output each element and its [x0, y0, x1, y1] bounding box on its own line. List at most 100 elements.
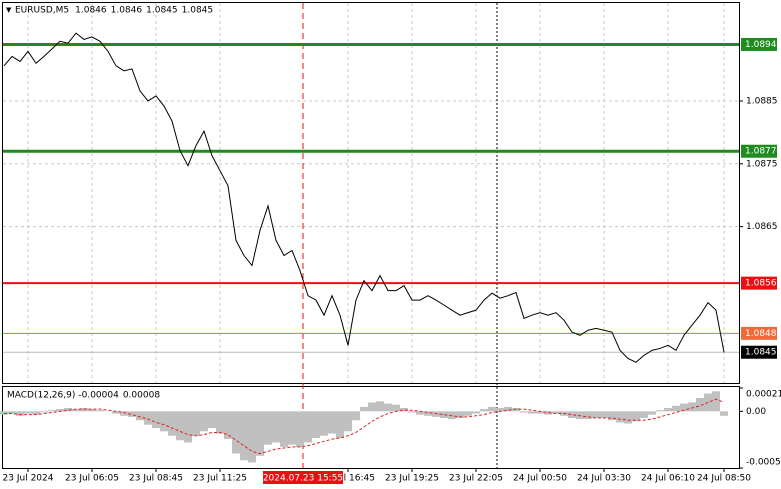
histogram-bar	[88, 409, 96, 412]
histogram-bar	[384, 403, 392, 412]
x-tick-label: 23 Jul 2024	[3, 474, 54, 484]
histogram-bar	[720, 411, 728, 416]
histogram-bar	[64, 408, 72, 412]
histogram-bar	[416, 411, 424, 415]
histogram-bar	[296, 411, 304, 447]
histogram-bar	[136, 411, 144, 421]
histogram-bar	[280, 411, 288, 447]
histogram-bar	[272, 411, 280, 443]
histogram-bar	[520, 411, 528, 413]
level-label: 1.0856	[745, 279, 777, 289]
histogram-bar	[464, 411, 472, 416]
histogram-bar	[472, 411, 480, 414]
histogram-bar	[376, 401, 384, 412]
histogram-bar	[72, 409, 80, 412]
histogram-bar	[712, 391, 720, 412]
histogram-bar	[80, 408, 88, 412]
histogram-bar	[112, 411, 120, 414]
histogram-bar	[128, 411, 136, 417]
level-label: 1.0894	[745, 40, 777, 50]
histogram-bar	[680, 403, 688, 412]
macd-value: 0.00008	[123, 391, 160, 401]
header-arrow: ▼	[6, 6, 12, 14]
histogram-bar	[184, 411, 192, 443]
histogram-bar	[408, 411, 416, 413]
histogram-bar	[208, 411, 216, 428]
histogram-bar	[688, 402, 696, 412]
histogram-bar	[504, 406, 512, 412]
x-tick-label: 23 Jul 19:25	[385, 474, 439, 484]
cursor-label: 2024.07.23 15:55	[263, 474, 343, 484]
histogram-bar	[16, 411, 24, 416]
histogram-bar	[256, 411, 264, 456]
histogram-bar	[216, 411, 224, 434]
x-tick-label: 23 Jul 06:05	[65, 474, 119, 484]
macd-value: -0.00004	[78, 391, 119, 401]
histogram-bar	[424, 411, 432, 416]
histogram-bar	[328, 411, 336, 434]
histogram-bar	[240, 411, 248, 461]
x-tick-label: 24 Jul 08:50	[697, 474, 751, 484]
histogram-bar	[144, 411, 152, 425]
histogram-bar	[192, 411, 200, 436]
histogram-bar	[200, 411, 208, 432]
level-label: 1.0848	[745, 329, 777, 339]
x-tick-label: 23 Jul 11:25	[193, 474, 247, 484]
histogram-bar	[304, 411, 312, 443]
histogram-bar	[488, 406, 496, 412]
last-price-box	[741, 345, 777, 359]
histogram-bar	[632, 411, 640, 422]
histogram-bar	[8, 411, 16, 414]
histogram-bar	[232, 411, 240, 454]
histogram-bar	[32, 411, 40, 415]
y-tick-label: 1.0865	[746, 222, 778, 232]
histogram-bar	[440, 411, 448, 418]
histogram-bar	[456, 411, 464, 418]
histogram-bar	[624, 411, 632, 424]
histogram-bar	[536, 411, 544, 414]
histogram-bar	[664, 408, 672, 412]
level-label: 1.0877	[745, 147, 777, 157]
signal-line	[4, 398, 725, 455]
histogram-bar	[552, 411, 560, 414]
y-tick-label: 0.00021	[746, 390, 781, 400]
histogram-bar	[608, 411, 616, 421]
macd-panel	[2, 386, 740, 469]
histogram-bar	[400, 408, 408, 412]
x-tick-label: 24 Jul 03:30	[577, 474, 631, 484]
histogram-bar	[24, 411, 32, 414]
cursor-label-box	[263, 471, 343, 484]
histogram-bar	[0, 411, 8, 415]
histogram-bar	[584, 411, 592, 420]
histogram-bar	[48, 410, 56, 412]
ohlc-value: 1.0845	[146, 6, 178, 16]
histogram-bar	[576, 411, 584, 420]
histogram-bar	[448, 411, 456, 420]
histogram-bar	[336, 411, 344, 438]
histogram-bar	[352, 411, 360, 421]
histogram-bar	[56, 409, 64, 412]
x-tick-label: 23 Jul 16:45	[321, 474, 375, 484]
level-label-box	[741, 37, 777, 51]
histogram-bar	[120, 411, 128, 416]
histogram-bar	[224, 411, 232, 440]
histogram-bar	[160, 411, 168, 432]
histogram-bar	[568, 411, 576, 418]
y-tick-label: 1.0875	[746, 159, 778, 169]
last-price-label: 1.0845	[745, 348, 777, 358]
level-label-box	[741, 326, 777, 340]
histogram-bar	[512, 408, 520, 412]
histogram-bar	[648, 411, 656, 415]
histogram-bar	[344, 411, 352, 432]
histogram-bar	[616, 411, 624, 423]
main-panel	[2, 2, 740, 384]
histogram-bar	[40, 411, 48, 413]
histogram-bar	[544, 411, 552, 415]
histogram-bar	[96, 410, 104, 412]
histogram-bar	[176, 411, 184, 441]
histogram-bar	[480, 409, 488, 412]
x-tick-label: 23 Jul 08:45	[129, 474, 183, 484]
y-tick-label: 0.00	[746, 407, 766, 417]
ohlc-value: 1.0846	[111, 6, 143, 16]
